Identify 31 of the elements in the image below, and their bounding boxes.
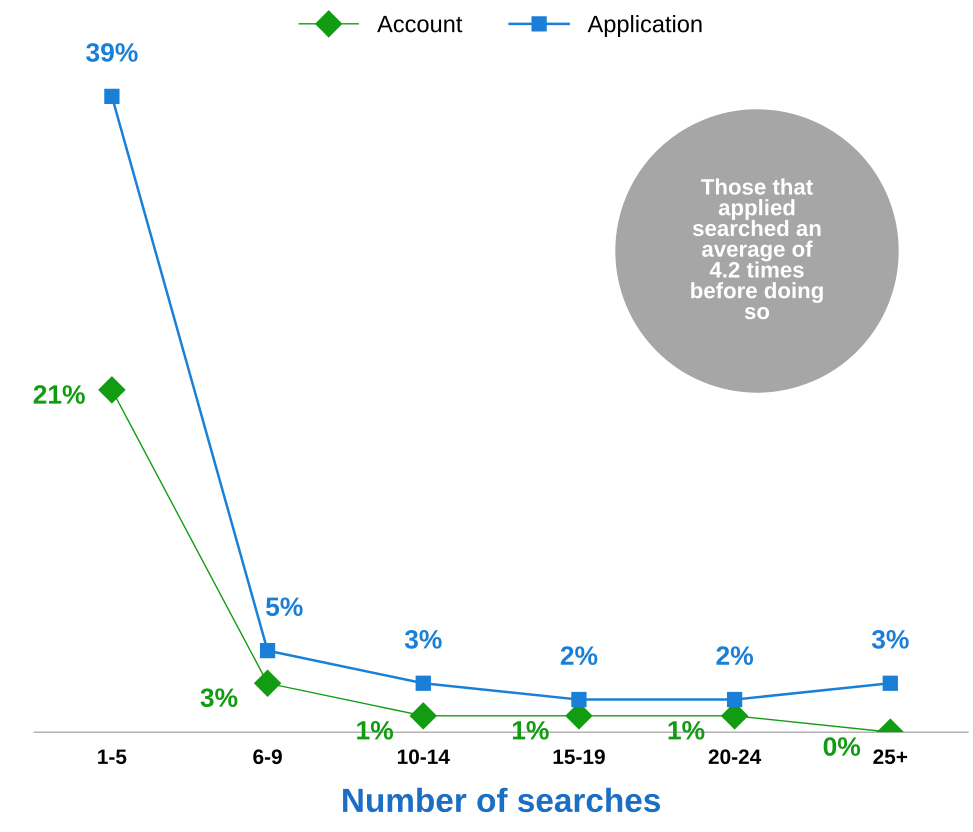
x-tick-label: 10-14 — [398, 749, 450, 764]
point — [726, 692, 742, 708]
x-tick-label: 20-24 — [708, 749, 762, 764]
point — [410, 702, 437, 730]
point — [104, 88, 120, 104]
data-label: 1% — [357, 720, 394, 740]
x-tick-label: 1-5 — [98, 750, 126, 764]
data-label: 39% — [86, 43, 138, 62]
data-label: 3% — [872, 630, 909, 649]
data-label: 3% — [200, 688, 238, 708]
data-label: 2% — [716, 646, 753, 665]
data-label: 3% — [404, 630, 442, 649]
data-label: 1% — [668, 720, 704, 740]
point — [254, 670, 282, 697]
legend-label: Application — [588, 14, 702, 37]
legend-label: Account — [377, 16, 462, 32]
point — [416, 676, 431, 691]
point — [260, 643, 276, 658]
annotation: Those that applied searched an average of 4.2 times before doing so — [691, 178, 823, 320]
data-label: 21% — [34, 385, 85, 404]
x-tick-label: 25+ — [873, 749, 908, 764]
x-tick-label: 15-19 — [554, 749, 605, 764]
data-label: 0% — [824, 737, 860, 756]
data-label: 2% — [560, 646, 598, 665]
x-axis-title: Number of searches — [343, 788, 660, 812]
point — [571, 692, 587, 708]
point — [98, 376, 126, 404]
point — [882, 676, 898, 691]
x-tick-label: 6-9 — [253, 749, 282, 764]
data-label: 1% — [512, 720, 549, 740]
data-label: 5% — [266, 597, 303, 616]
